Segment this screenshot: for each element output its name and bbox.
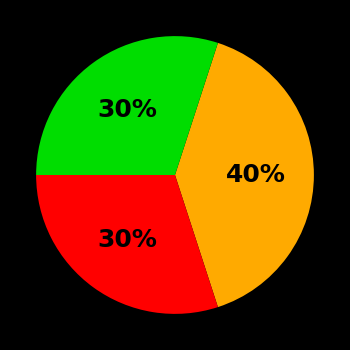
Text: 30%: 30%: [98, 98, 158, 122]
Wedge shape: [175, 43, 314, 307]
Wedge shape: [36, 36, 218, 175]
Text: 40%: 40%: [226, 163, 286, 187]
Text: 30%: 30%: [98, 228, 158, 252]
Wedge shape: [36, 175, 218, 314]
